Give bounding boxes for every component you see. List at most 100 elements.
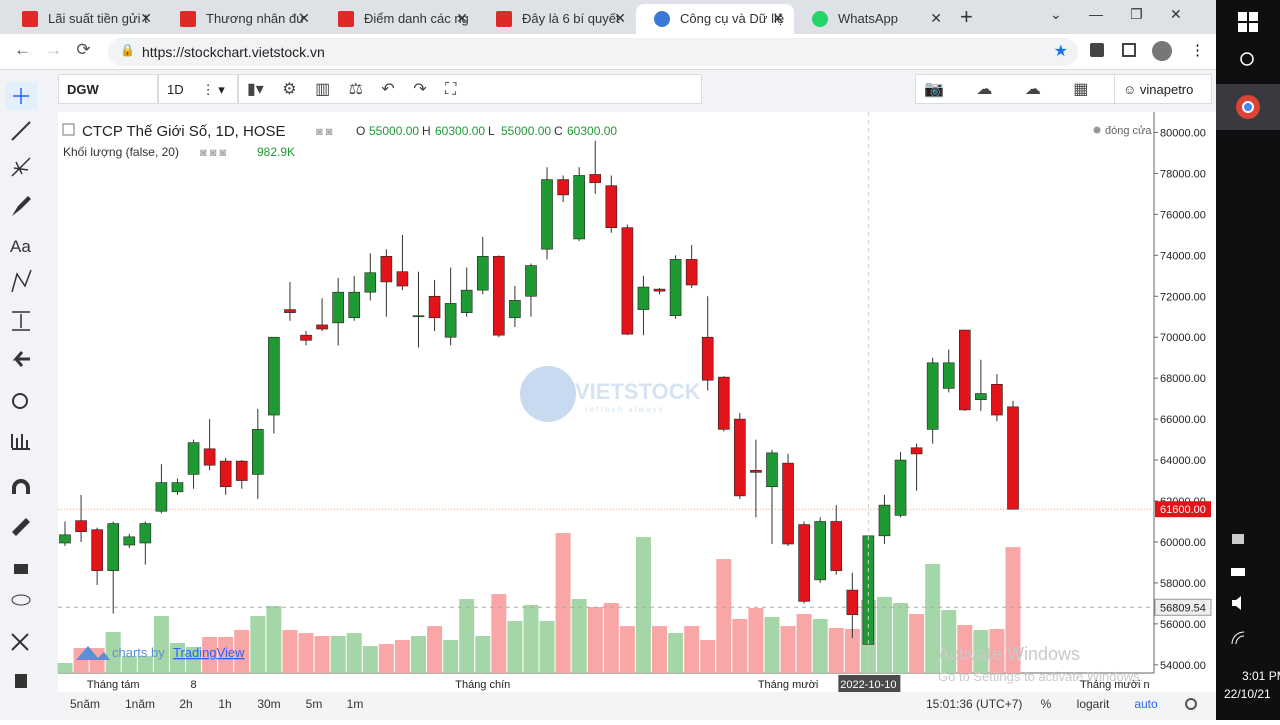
left-toolbar: Aa — [5, 82, 37, 688]
tool-pattern[interactable] — [11, 269, 32, 293]
range-button[interactable]: 30m — [257, 697, 280, 711]
volume-bar — [362, 646, 378, 673]
scale-option[interactable]: auto — [1134, 697, 1158, 711]
favicon — [812, 11, 828, 27]
candle-body — [846, 589, 859, 615]
tool-bars[interactable] — [11, 434, 30, 450]
tool-remove-settings[interactable] — [11, 633, 29, 651]
candle-body — [589, 174, 602, 183]
ohlc-key: L — [488, 124, 495, 138]
range-button[interactable]: 1m — [347, 697, 364, 711]
scale-option[interactable]: % — [1041, 697, 1052, 711]
last-price-label: 61600.00 — [1160, 504, 1206, 516]
tool-magnet[interactable] — [12, 479, 30, 494]
range-button[interactable]: 1h — [218, 697, 231, 711]
candle-body — [605, 185, 618, 228]
x-tick-label: 8 — [190, 679, 196, 691]
tab[interactable]: Thương nhân đứ ✕ — [162, 4, 320, 34]
tab-close[interactable]: ✕ — [140, 10, 152, 26]
tool-hide[interactable] — [11, 594, 31, 606]
start-button[interactable] — [1238, 12, 1258, 32]
settings-gear[interactable] — [1185, 698, 1197, 710]
ohlc-value: 60300.00 — [567, 124, 617, 138]
y-tick-label: 56000.00 — [1160, 619, 1206, 631]
tab-close[interactable]: ✕ — [614, 10, 626, 26]
x-tick-label: Tháng tám — [87, 679, 140, 691]
tab[interactable]: Lãi suất tiền gửi t ✕ — [4, 4, 162, 34]
attribution-link[interactable]: TradingView — [173, 645, 245, 660]
tab-close[interactable]: ✕ — [772, 10, 784, 26]
tool-zoom[interactable] — [12, 393, 28, 409]
favicon — [22, 11, 38, 27]
new-tab[interactable]: + — [960, 4, 973, 29]
tool-back[interactable] — [12, 351, 30, 367]
tab-close[interactable]: ✕ — [298, 10, 310, 26]
volume-bar — [459, 599, 475, 673]
candle-body — [750, 470, 762, 473]
tab-close[interactable]: ✕ — [456, 10, 468, 26]
tab[interactable]: Điểm danh các ng ✕ — [320, 4, 478, 34]
tool-lock[interactable] — [14, 564, 28, 574]
tab-title: WhatsApp — [838, 11, 898, 26]
ohlc-legend: O 55000.00 H 60300.00 L 55000.00 C 60300.00 — [356, 124, 617, 138]
taskbar: 3:01 PM 22/10/21 — [1216, 0, 1280, 720]
volume-bar — [571, 599, 587, 673]
volume-bar — [234, 629, 250, 673]
tab-active[interactable]: Công cụ và Dữ liệ ✕ — [636, 4, 794, 34]
bottom-controls: 5năm 1năm 2h 1h 30m 5m 1m 15:01:36 (UTC+7)% loga… — [70, 697, 1197, 711]
plot — [57, 112, 1154, 673]
tool-text[interactable]: Aa — [10, 237, 31, 256]
title-icons[interactable]: ◙ ◙ — [316, 126, 333, 138]
tool-buttons[interactable]: ▮▾ ⚙ ▥ ⚖ ↶ ↷ ⛶ — [238, 74, 702, 104]
tool-brush[interactable] — [12, 196, 31, 216]
tool-lock-draw[interactable] — [12, 518, 30, 536]
interval-button[interactable]: 1D ⋮ ▾ — [158, 74, 238, 104]
search-button[interactable] — [1240, 52, 1254, 66]
tab[interactable]: WhatsApp ✕ — [794, 4, 952, 34]
tray-icon[interactable] — [1232, 534, 1244, 544]
wifi-icon[interactable] — [1231, 631, 1245, 645]
candle-body — [203, 448, 216, 466]
volume-icon[interactable] — [1232, 596, 1241, 610]
tool-fib[interactable] — [11, 157, 31, 177]
snapshot-buttons[interactable]: 📷 ☁ ☁ ▦ — [915, 74, 1115, 104]
collapse-box[interactable] — [62, 123, 75, 136]
scale-option[interactable]: logarit — [1077, 697, 1110, 711]
candle-body — [476, 256, 489, 291]
battery-icon[interactable] — [1231, 568, 1245, 576]
range-button[interactable]: 2h — [179, 697, 192, 711]
tab[interactable]: Đây là 6 bí quyết ✕ — [478, 4, 636, 34]
window-controls[interactable]: ⌄ — ❐ ✕ — [1050, 6, 1182, 22]
extension-icons[interactable]: ⋮ — [1090, 41, 1205, 63]
volume-bar — [186, 647, 202, 673]
y-tick-label: 70000.00 — [1160, 332, 1206, 344]
ohlc-value: 60300.00 — [435, 124, 485, 138]
ohlc-value: 55000.00 — [369, 124, 419, 138]
nav-buttons[interactable]: ← → ⟳ — [14, 40, 91, 59]
tool-measure[interactable] — [12, 311, 30, 331]
x-tick-label: Tháng chín — [455, 679, 510, 691]
candle-body — [975, 393, 987, 400]
range-button[interactable]: 5năm — [70, 697, 100, 711]
ohlc-key: O — [356, 124, 365, 138]
user-button[interactable]: ☺ vinapetro — [1114, 74, 1212, 104]
tab-title: Công cụ và Dữ liệ — [680, 11, 785, 26]
symbol-input[interactable]: DGW — [58, 74, 158, 104]
legend-note: đóng cửa — [1105, 125, 1152, 137]
range-button[interactable]: 1năm — [125, 697, 155, 711]
y-tick-label: 78000.00 — [1160, 168, 1206, 180]
omnibox[interactable]: 🔒 https://stockchart.vietstock.vn ★ — [108, 38, 1078, 66]
tab-close[interactable]: ✕ — [930, 10, 942, 26]
time-axis — [58, 673, 1216, 692]
tool-line[interactable] — [11, 121, 31, 141]
candle-body — [910, 447, 923, 455]
bookmark-star[interactable]: ★ — [1053, 43, 1068, 60]
volume-bar — [491, 594, 507, 673]
candle-body — [525, 265, 537, 297]
tool-trash[interactable] — [15, 674, 27, 688]
range-button[interactable]: 5m — [306, 697, 323, 711]
volume-icons[interactable]: ◙ ◙ ◙ — [200, 147, 226, 159]
volume-bar — [153, 616, 169, 673]
volume-bar — [812, 619, 828, 673]
